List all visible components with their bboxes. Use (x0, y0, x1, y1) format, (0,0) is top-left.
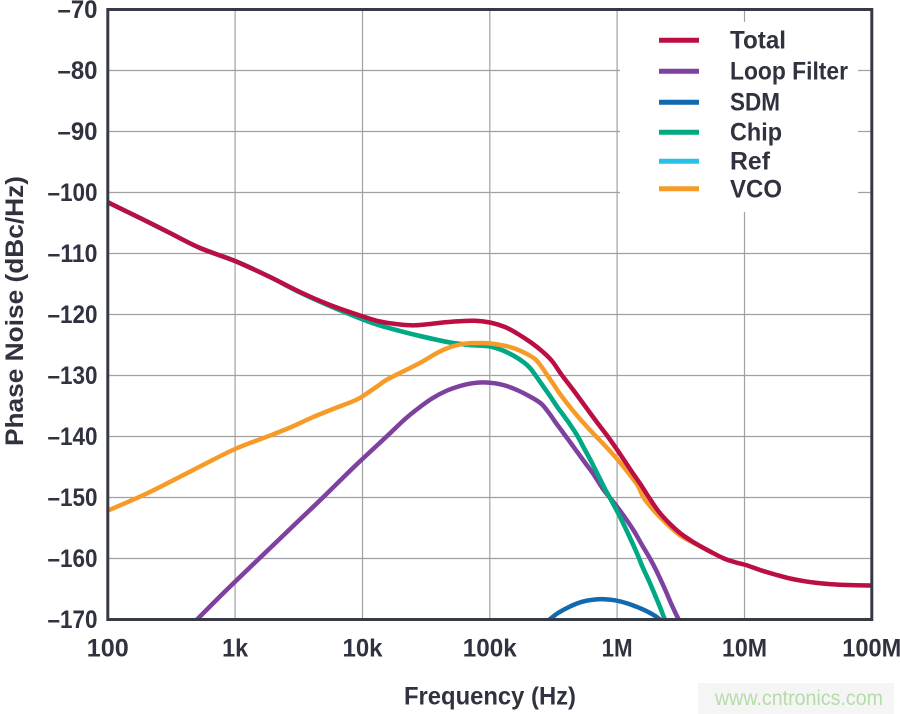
svg-text:–150: –150 (48, 484, 98, 512)
svg-text:–80: –80 (58, 57, 98, 85)
svg-text:–90: –90 (58, 118, 98, 146)
svg-text:–120: –120 (48, 301, 98, 329)
svg-text:–170: –170 (48, 606, 98, 634)
svg-text:Ref: Ref (730, 148, 771, 176)
svg-text:VCO: VCO (730, 175, 782, 203)
svg-text:–110: –110 (48, 240, 98, 268)
svg-text:–130: –130 (48, 362, 98, 390)
svg-text:10M: 10M (722, 635, 767, 663)
svg-text:100M: 100M (842, 635, 900, 663)
svg-text:1M: 1M (602, 635, 633, 663)
svg-text:–100: –100 (48, 179, 98, 207)
svg-text:–70: –70 (58, 0, 98, 24)
svg-text:Loop Filter: Loop Filter (730, 58, 848, 86)
svg-text:Total: Total (730, 27, 786, 55)
svg-text:Chip: Chip (730, 119, 782, 147)
svg-text:–140: –140 (48, 423, 98, 451)
svg-text:SDM: SDM (730, 89, 780, 117)
svg-text:10k: 10k (343, 635, 383, 663)
svg-text:www.cntronics.com: www.cntronics.com (714, 687, 883, 710)
svg-text:100k: 100k (463, 635, 517, 663)
svg-text:1k: 1k (222, 635, 248, 663)
svg-text:Frequency (Hz): Frequency (Hz) (404, 683, 576, 711)
svg-text:100: 100 (87, 635, 129, 663)
svg-text:Phase Noise (dBc/Hz): Phase Noise (dBc/Hz) (1, 176, 29, 446)
svg-text:–160: –160 (48, 545, 98, 573)
